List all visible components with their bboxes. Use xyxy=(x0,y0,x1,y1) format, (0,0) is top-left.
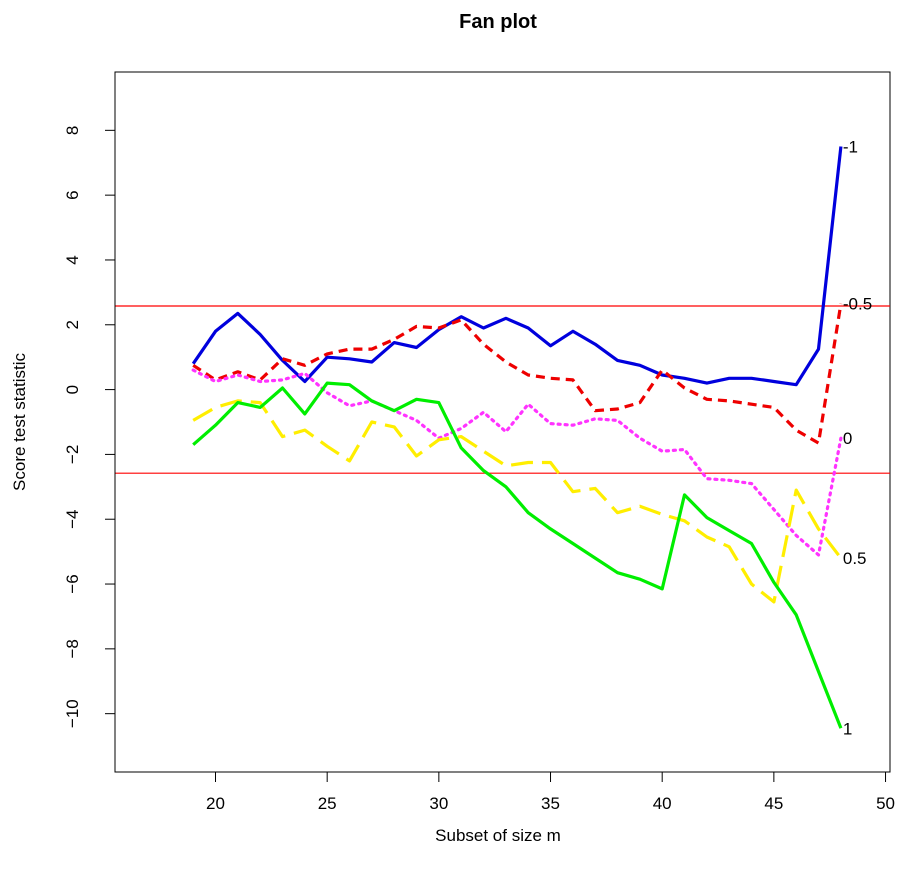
series-label-2: 0 xyxy=(843,429,852,448)
x-axis-label: Subset of size m xyxy=(435,826,561,845)
series-lines xyxy=(191,146,843,729)
x-tick-label: 35 xyxy=(541,794,560,813)
x-tick-label: 30 xyxy=(429,794,448,813)
y-tick-label: −8 xyxy=(63,639,82,658)
series-line-0 xyxy=(191,146,843,387)
y-tick-label: 0 xyxy=(63,385,82,394)
x-tick-label: 40 xyxy=(653,794,672,813)
y-axis-label: Score test statistic xyxy=(10,353,29,491)
series-label-3: 0.5 xyxy=(843,549,867,568)
y-tick-label: −4 xyxy=(63,510,82,529)
y-tick-label: 2 xyxy=(63,320,82,329)
series-label-4: 1 xyxy=(843,719,852,738)
x-tick-label: 20 xyxy=(206,794,225,813)
y-tick-label: −2 xyxy=(63,445,82,464)
x-tick-label: 50 xyxy=(876,794,895,813)
y-tick-label: 8 xyxy=(63,126,82,135)
series-line-2 xyxy=(191,368,843,557)
y-tick-label: −6 xyxy=(63,574,82,593)
x-tick-label: 45 xyxy=(764,794,783,813)
plot-frame xyxy=(114,71,891,773)
x-axis: 20 25 30 35 40 45 50 xyxy=(206,771,895,813)
series-label-0: -1 xyxy=(843,138,858,157)
reference-lines xyxy=(115,305,890,474)
series-label-1: -0.5 xyxy=(843,295,872,314)
y-tick-label: −10 xyxy=(63,699,82,728)
y-tick-label: 6 xyxy=(63,190,82,199)
chart-title: Fan plot xyxy=(459,11,537,33)
y-tick-label: 4 xyxy=(63,255,82,264)
series-line-1 xyxy=(192,303,843,445)
series-line-4 xyxy=(192,381,843,729)
series-line-3 xyxy=(192,399,843,604)
series-labels: -1 -0.5 0 0.5 1 xyxy=(843,138,872,739)
x-tick-label: 25 xyxy=(318,794,337,813)
y-axis: 8 6 4 2 0 −2 −4 −6 −8 −10 xyxy=(63,126,116,728)
